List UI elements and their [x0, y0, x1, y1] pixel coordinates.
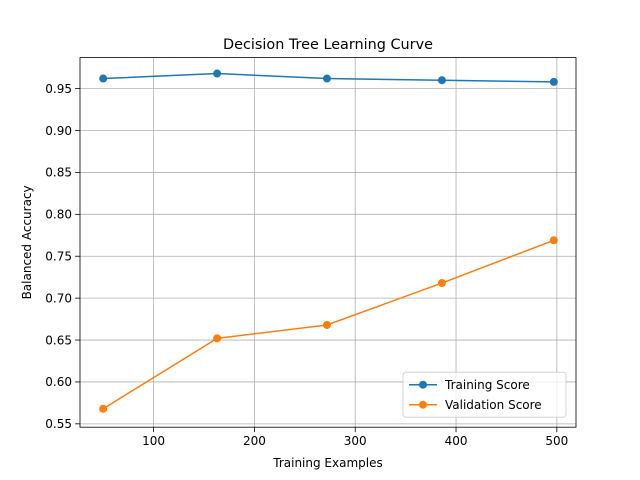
legend-marker: [419, 400, 427, 409]
y-tick-label: 0.90: [45, 124, 72, 138]
legend: Training Score Validation Score: [402, 371, 567, 418]
y-tick-label: 0.70: [45, 291, 72, 305]
x-tick-label: 100: [142, 434, 165, 448]
y-tick-label: 0.85: [45, 166, 72, 180]
x-tick-label: 200: [243, 434, 266, 448]
legend-marker: [419, 380, 427, 389]
data-point: [437, 76, 446, 85]
axis-ticks: 100 200 300 400 500 0.55 0.60 0.65 0.70 0.75 0.80 0…: [45, 82, 568, 448]
y-tick-label: 0.80: [45, 208, 72, 222]
data-point: [99, 74, 108, 83]
x-tick-label: 500: [545, 434, 568, 448]
x-tick-label: 400: [445, 434, 468, 448]
legend-label: Training Score: [444, 378, 530, 392]
data-point: [322, 74, 331, 83]
y-tick-label: 0.65: [45, 333, 72, 347]
data-point: [322, 320, 331, 329]
legend-box: [402, 371, 567, 418]
data-point: [437, 279, 446, 288]
data-point: [99, 404, 108, 413]
chart-title: Decision Tree Learning Curve: [223, 37, 433, 53]
grid-lines: [80, 57, 576, 428]
data-point: [213, 334, 222, 343]
y-tick-label: 0.55: [45, 417, 72, 431]
data-point: [213, 69, 222, 78]
y-axis-label: Balanced Accuracy: [20, 185, 34, 299]
data-point: [549, 236, 558, 245]
y-tick-label: 0.60: [45, 375, 72, 389]
legend-label: Validation Score: [445, 398, 542, 412]
data-point: [549, 77, 558, 86]
plot-frame: [79, 57, 577, 428]
y-tick-label: 0.95: [45, 82, 72, 96]
y-tick-label: 0.75: [45, 250, 72, 264]
series-lines: [99, 69, 558, 413]
x-axis-label: Training Examples: [272, 456, 382, 470]
x-tick-label: 300: [344, 434, 367, 448]
